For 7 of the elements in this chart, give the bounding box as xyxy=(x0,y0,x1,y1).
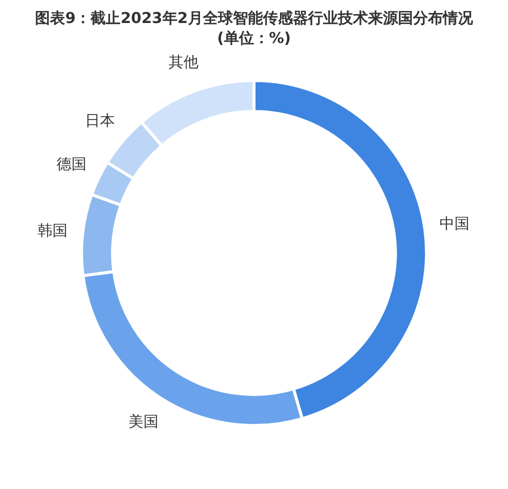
slice-label: 其他 xyxy=(168,53,199,72)
slice-label: 日本 xyxy=(85,111,116,130)
slice-label: 德国 xyxy=(56,154,87,173)
slice-label: 中国 xyxy=(439,214,470,232)
slice-label: 美国 xyxy=(128,412,158,430)
chart-title: 图表9：截止2023年2月全球智能传感器行业技术来源国分布情况(单位：%) xyxy=(34,8,474,48)
slice-label: 韩国 xyxy=(38,221,68,240)
